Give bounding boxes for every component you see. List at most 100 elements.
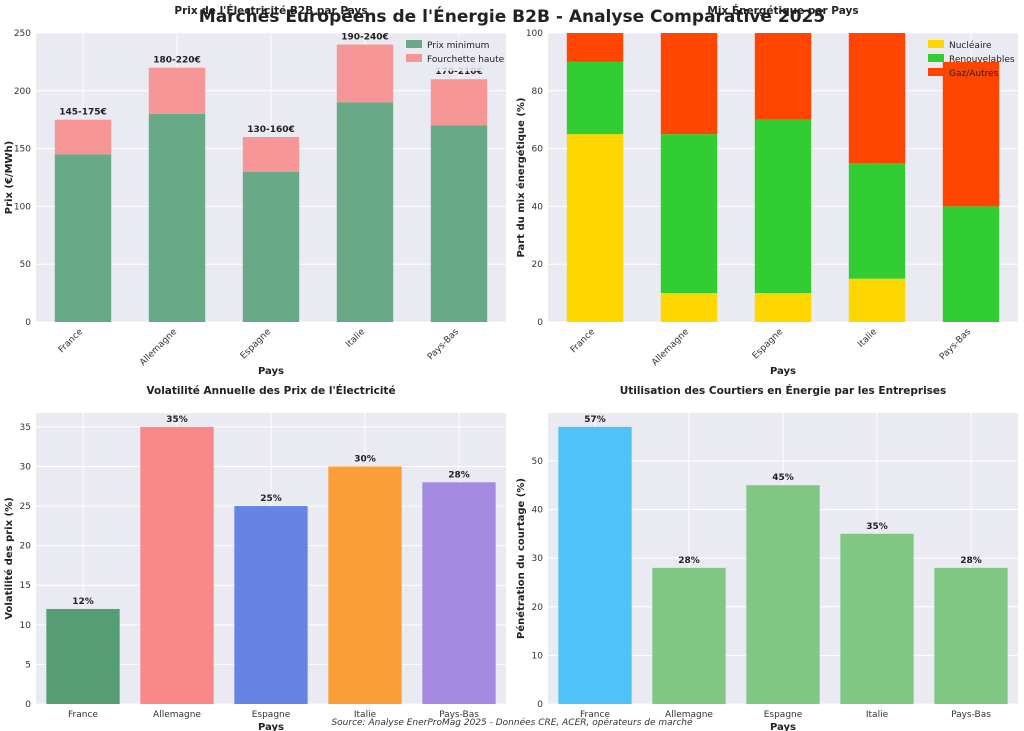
legend-swatch	[928, 54, 944, 62]
y-axis-label: Prix (€/MWh)	[4, 141, 15, 214]
y-axis-label: Volatilité des prix (%)	[3, 497, 15, 619]
legend-swatch	[406, 40, 422, 48]
data-label: 130-160€	[247, 125, 295, 135]
x-tick-label: France	[68, 710, 98, 720]
bar-renouvelables	[754, 119, 812, 294]
bar-fourchette-haute	[336, 44, 394, 103]
data-label: 35%	[166, 415, 188, 425]
x-axis-label: Pays	[258, 722, 284, 731]
x-tick-label: Pays-Bas	[439, 710, 479, 720]
legend-swatch	[928, 40, 944, 48]
x-tick-label: Allemagne	[138, 327, 179, 368]
x-tick-label: Espagne	[751, 327, 786, 362]
y-tick-label: 20	[532, 603, 544, 613]
bar	[558, 426, 632, 704]
bar-gaz-autres	[660, 33, 718, 135]
y-tick-label: 60	[532, 145, 544, 155]
bar-gaz-autres	[754, 33, 812, 120]
x-tick-label: Espagne	[764, 710, 803, 720]
y-tick-label: 20	[20, 542, 32, 552]
y-tick-label: 10	[20, 621, 32, 631]
data-label: 28%	[678, 556, 700, 566]
x-tick-label: Pays-Bas	[426, 327, 461, 362]
legend-swatch	[928, 68, 944, 76]
chart-volatility: 0 5 10 15 20 25 30 35 12% 35% 25% 30% 28% France Allem…	[3, 384, 506, 731]
bar-renouvelables	[566, 61, 624, 135]
y-tick-label: 0	[537, 318, 543, 328]
y-tick-label: 0	[25, 318, 31, 328]
bar-fourchette-haute	[242, 137, 300, 172]
data-label: 28%	[448, 470, 470, 480]
bar-nucl-aire	[566, 134, 624, 322]
y-tick-label: 40	[532, 202, 544, 212]
x-tick-label: Espagne	[252, 710, 291, 720]
bar-nucl-aire	[754, 293, 812, 322]
y-tick-label: 250	[14, 29, 31, 39]
x-tick-label: Italie	[354, 710, 377, 720]
bar-renouvelables	[660, 134, 718, 294]
x-tick-label: Allemagne	[665, 710, 713, 720]
y-tick-label: 50	[20, 260, 32, 270]
data-label: 25%	[260, 494, 282, 504]
x-tick-label: Pays-Bas	[951, 710, 991, 720]
data-label: 12%	[72, 597, 94, 607]
bar-nucl-aire	[848, 278, 906, 322]
y-axis-label: Part du mix énergétique (%)	[515, 97, 527, 257]
y-tick-label: 30	[20, 462, 32, 472]
data-label: 57%	[584, 415, 606, 425]
bar	[746, 485, 820, 704]
chart-mix: 0 20 40 60 80 100 France Allemagne Espagne Italie…	[515, 4, 1018, 377]
chart-title: Mix Énergétique par Pays	[707, 4, 858, 17]
bar-fourchette-haute	[54, 119, 112, 155]
data-label: 170-210€	[435, 67, 483, 77]
chart-title: Volatilité Annuelle des Prix de l'Électr…	[146, 384, 395, 397]
x-axis-label: Pays	[258, 366, 284, 377]
bar	[46, 608, 120, 704]
chart-prices: 0 50 100 150 200 250 145-175€ 180-220€ 130-160€ 1…	[4, 4, 506, 377]
data-label: 30%	[354, 454, 376, 464]
y-tick-label: 20	[532, 260, 544, 270]
data-label: 35%	[866, 522, 888, 532]
y-tick-label: 100	[526, 29, 543, 39]
source-note: Source: Analyse EnerProMag 2025 - Donnée…	[331, 717, 693, 728]
x-tick-label: France	[580, 710, 610, 720]
bar	[328, 466, 402, 704]
bar-prix-minimum	[54, 154, 112, 322]
bar-prix-minimum	[148, 113, 206, 322]
data-label: 145-175€	[59, 108, 107, 118]
data-label: 180-220€	[153, 56, 201, 66]
y-tick-label: 0	[25, 700, 31, 710]
legend-label: Nucléaire	[949, 40, 992, 51]
y-tick-label: 30	[532, 554, 544, 564]
bar-renouvelables	[848, 163, 906, 279]
legend-label: Fourchette haute	[427, 55, 505, 65]
bar-prix-minimum	[242, 171, 300, 322]
bar-prix-minimum	[430, 125, 488, 322]
bar-prix-minimum	[336, 102, 394, 322]
legend-label: Prix minimum	[427, 41, 489, 51]
bar-fourchette-haute	[430, 79, 488, 126]
bar	[422, 482, 496, 704]
x-tick-label: Allemagne	[153, 710, 201, 720]
bar	[652, 567, 726, 704]
bar	[934, 567, 1008, 704]
y-tick-label: 200	[14, 87, 31, 97]
y-tick-label: 5	[25, 660, 31, 670]
y-tick-label: 150	[14, 145, 31, 155]
bar	[234, 506, 308, 704]
data-label: 190-240€	[341, 33, 389, 43]
x-axis-label: Pays	[770, 366, 796, 377]
y-tick-label: 25	[20, 502, 31, 512]
x-tick-label: Italie	[866, 710, 889, 720]
y-tick-label: 10	[532, 651, 544, 661]
y-tick-label: 50	[532, 457, 544, 467]
chart-title: Utilisation des Courtiers en Énergie par…	[620, 384, 947, 397]
x-tick-label: Italie	[344, 327, 367, 350]
x-axis-label: Pays	[770, 722, 796, 731]
legend-label: Gaz/Autres	[949, 69, 999, 79]
x-tick-label: Pays-Bas	[938, 327, 973, 362]
legend-swatch	[406, 54, 422, 62]
figure-title: Marchés Européens de l'Énergie B2B - Ana…	[199, 5, 825, 27]
y-tick-label: 80	[532, 87, 544, 97]
